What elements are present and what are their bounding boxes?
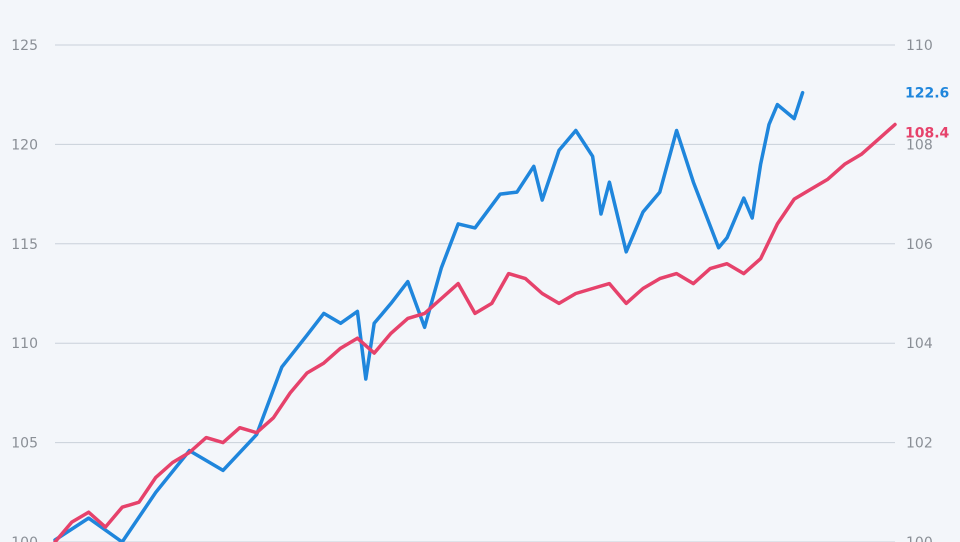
left-tick-label: 115 xyxy=(11,237,38,253)
left-tick-label: 110 xyxy=(11,336,38,352)
right-tick-label: 110 xyxy=(906,38,933,54)
series-line xyxy=(53,90,805,542)
series-line xyxy=(53,122,897,542)
end-labels: 122.6 108.4 xyxy=(905,86,950,142)
left-tick-label: 120 xyxy=(11,137,38,153)
series-end-label: 122.6 xyxy=(905,86,949,102)
gridlines xyxy=(55,44,895,542)
right-tick-label: 104 xyxy=(906,336,933,352)
series-end-label: 108.4 xyxy=(905,126,950,142)
left-tick-label: 100 xyxy=(11,535,38,542)
left-tick-label: 105 xyxy=(11,436,38,452)
right-tick-label: 106 xyxy=(906,237,933,253)
right-tick-label: 102 xyxy=(906,436,933,452)
series-lines xyxy=(53,90,897,542)
left-axis-ticks: 100 105 110 115 120 125 xyxy=(11,38,38,542)
right-axis-ticks: 100 102 104 106 108 110 xyxy=(906,38,933,542)
left-tick-label: 125 xyxy=(11,38,38,54)
right-tick-label: 100 xyxy=(906,535,933,542)
right-tick-label: 108 xyxy=(906,137,933,153)
